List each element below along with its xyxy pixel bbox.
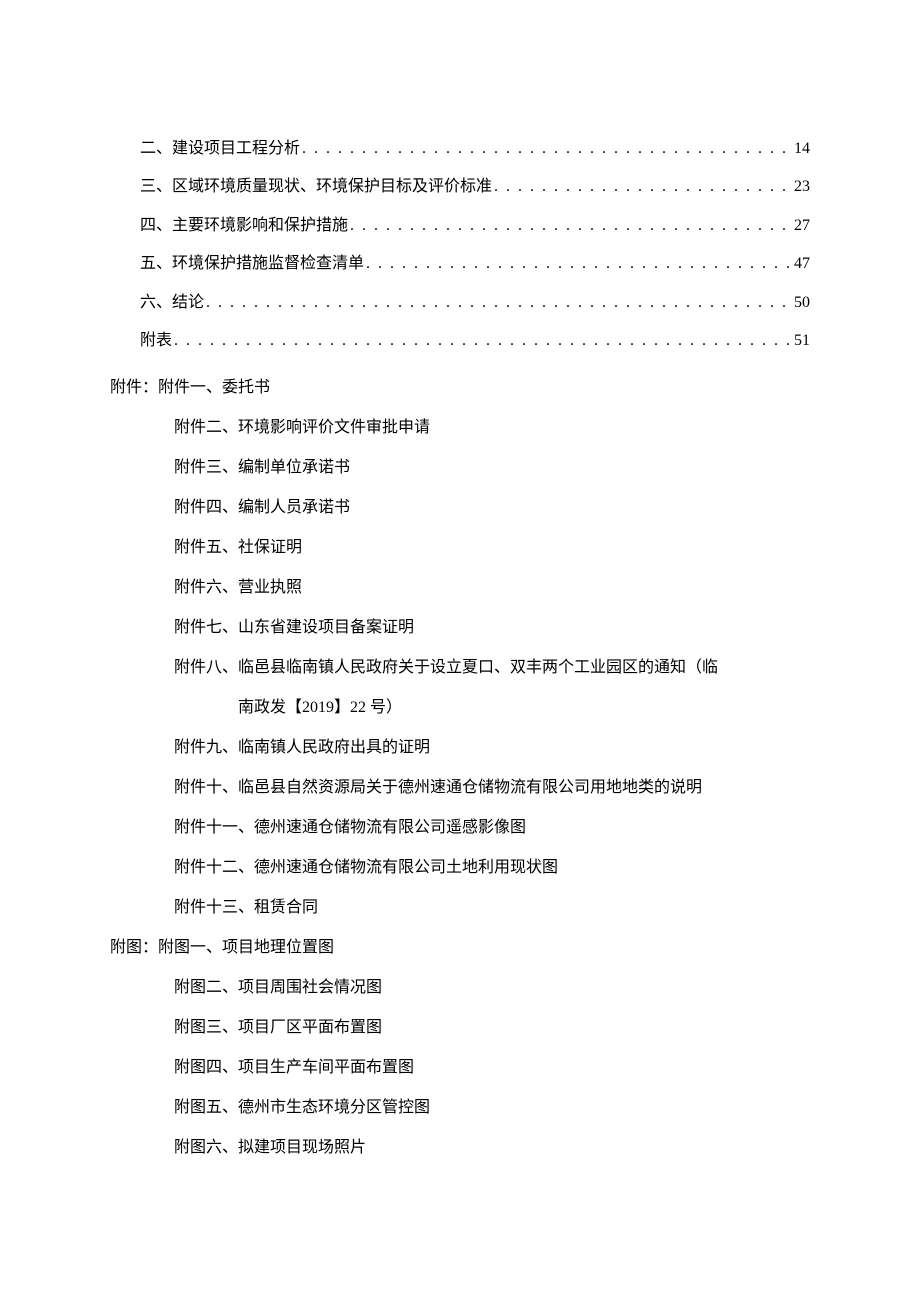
attachments-list: 附件： 附件一、委托书 附件二、环境影响评价文件审批申请 附件三、编制单位承诺书… — [110, 368, 810, 928]
figure-item: 附图一、项目地理位置图 — [158, 928, 334, 968]
attachment-item-continuation: 南政发【2019】22 号） — [110, 688, 810, 728]
toc-page-number: 23 — [794, 168, 810, 206]
attachment-item: 附件十二、德州速通仓储物流有限公司土地利用现状图 — [110, 848, 810, 888]
toc-page-number: 27 — [794, 207, 810, 245]
toc-leader-dots: . . . . . . . . . . . . . . . . . . . . … — [348, 207, 794, 245]
attachment-item: 附件八、临邑县临南镇人民政府关于设立夏口、双丰两个工业园区的通知（临 — [110, 648, 810, 688]
figure-item: 附图五、德州市生态环境分区管控图 — [110, 1088, 810, 1128]
toc-leader-dots: . . . . . . . . . . . . . . . . . . . . … — [364, 245, 794, 283]
attachment-item: 附件十三、租赁合同 — [110, 888, 810, 928]
toc-page-number: 51 — [794, 322, 810, 360]
toc-entry: 三、区域环境质量现状、环境保护目标及评价标准 . . . . . . . . .… — [110, 168, 810, 206]
attachment-item: 附件九、临南镇人民政府出具的证明 — [110, 728, 810, 768]
toc-leader-dots: . . . . . . . . . . . . . . . . . . . . … — [172, 322, 794, 360]
toc-label: 五、环境保护措施监督检查清单 — [140, 245, 364, 283]
figure-item: 附图二、项目周围社会情况图 — [110, 968, 810, 1008]
figure-prefix-label: 附图： — [110, 928, 158, 968]
attachment-item: 附件五、社保证明 — [110, 528, 810, 568]
toc-entry: 四、主要环境影响和保护措施 . . . . . . . . . . . . . … — [110, 207, 810, 245]
attachment-header-line: 附件： 附件一、委托书 — [110, 368, 810, 408]
figure-item: 附图三、项目厂区平面布置图 — [110, 1008, 810, 1048]
toc-label: 二、建设项目工程分析 — [140, 130, 300, 168]
toc-label: 六、结论 — [140, 284, 204, 322]
toc-leader-dots: . . . . . . . . . . . . . . . . . . . . … — [492, 168, 794, 206]
toc-label: 三、区域环境质量现状、环境保护目标及评价标准 — [140, 168, 492, 206]
toc-label: 附表 — [140, 322, 172, 360]
toc-leader-dots: . . . . . . . . . . . . . . . . . . . . … — [204, 284, 794, 322]
toc-entry: 五、环境保护措施监督检查清单 . . . . . . . . . . . . .… — [110, 245, 810, 283]
toc-page-number: 14 — [794, 130, 810, 168]
toc-label: 四、主要环境影响和保护措施 — [140, 207, 348, 245]
figure-item: 附图四、项目生产车间平面布置图 — [110, 1048, 810, 1088]
figure-header-line: 附图： 附图一、项目地理位置图 — [110, 928, 810, 968]
figures-list: 附图： 附图一、项目地理位置图 附图二、项目周围社会情况图 附图三、项目厂区平面… — [110, 928, 810, 1168]
attachment-item: 附件十一、德州速通仓储物流有限公司遥感影像图 — [110, 808, 810, 848]
attachment-item: 附件七、山东省建设项目备案证明 — [110, 608, 810, 648]
table-of-contents: 二、建设项目工程分析 . . . . . . . . . . . . . . .… — [110, 130, 810, 360]
attachment-item: 附件六、营业执照 — [110, 568, 810, 608]
attachment-item: 附件四、编制人员承诺书 — [110, 488, 810, 528]
toc-entry: 二、建设项目工程分析 . . . . . . . . . . . . . . .… — [110, 130, 810, 168]
attachment-item: 附件三、编制单位承诺书 — [110, 448, 810, 488]
attachment-prefix-label: 附件： — [110, 368, 158, 408]
attachment-item: 附件一、委托书 — [158, 368, 270, 408]
toc-page-number: 47 — [794, 245, 810, 283]
toc-leader-dots: . . . . . . . . . . . . . . . . . . . . … — [300, 130, 794, 168]
attachment-item: 附件十、临邑县自然资源局关于德州速通仓储物流有限公司用地地类的说明 — [110, 768, 810, 808]
attachment-item: 附件二、环境影响评价文件审批申请 — [110, 408, 810, 448]
toc-entry: 六、结论 . . . . . . . . . . . . . . . . . .… — [110, 284, 810, 322]
figure-item: 附图六、拟建项目现场照片 — [110, 1128, 810, 1168]
toc-entry: 附表 . . . . . . . . . . . . . . . . . . .… — [110, 322, 810, 360]
toc-page-number: 50 — [794, 284, 810, 322]
